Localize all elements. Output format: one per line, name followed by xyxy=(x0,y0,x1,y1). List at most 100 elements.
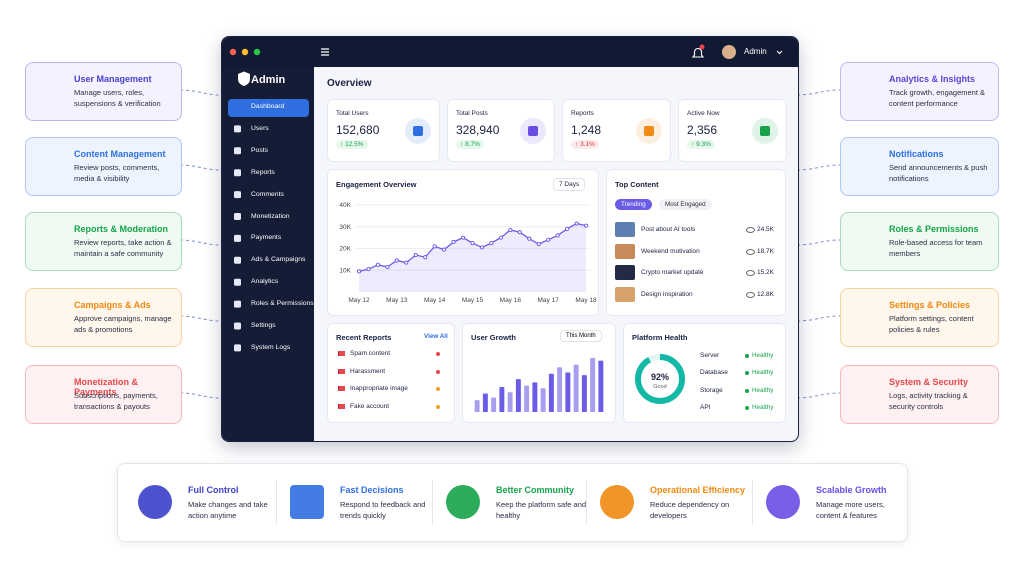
x-tick-label: May 17 xyxy=(538,297,560,304)
eye-icon xyxy=(746,291,755,298)
nav-item[interactable]: Analytics xyxy=(251,278,279,286)
avatar xyxy=(722,45,736,59)
change-value: 9.3% xyxy=(696,141,711,148)
growth-title: User Growth xyxy=(471,333,517,342)
range-select[interactable]: 7 Days xyxy=(553,178,586,191)
tab[interactable]: Most Engaged xyxy=(659,199,712,210)
benefit-title: Better Community xyxy=(496,485,575,495)
bar xyxy=(590,358,596,412)
feature-card: Content Management Review posts, comments… xyxy=(25,137,182,196)
thumbnail xyxy=(615,222,635,237)
x-tick-label: May 13 xyxy=(386,297,408,304)
nav-item[interactable]: Payments xyxy=(251,234,282,242)
nav-icon xyxy=(234,169,241,177)
benefit-icon xyxy=(446,485,480,519)
range-select[interactable]: This Month xyxy=(560,330,602,342)
content-name: Weekend motivation xyxy=(641,247,700,255)
content-name: Crypto market update xyxy=(641,269,704,276)
connector xyxy=(796,164,841,171)
feature-desc: Platform settings, content policies & ru… xyxy=(889,314,974,334)
status: Healthy xyxy=(752,369,774,377)
bar xyxy=(565,372,571,412)
point xyxy=(555,233,560,238)
thumbnail xyxy=(615,243,635,259)
severity-dot xyxy=(436,352,440,356)
feature-title: Analytics & Insights xyxy=(889,74,976,84)
service-name: API xyxy=(700,403,711,411)
connector xyxy=(796,239,841,246)
area xyxy=(359,223,586,292)
severity-dot xyxy=(436,387,440,392)
feature-desc: Review reports, take action & maintain a… xyxy=(74,238,172,258)
stat-icon-glyph xyxy=(528,126,538,136)
change-arrow: ↑ xyxy=(460,141,466,148)
bell-badge xyxy=(699,44,705,50)
y-tick-label: 30K xyxy=(339,224,351,231)
feature-card: Settings & Policies Platform settings, co… xyxy=(840,288,999,347)
connector xyxy=(796,392,841,399)
service-name: Server xyxy=(700,352,720,359)
nav-icon xyxy=(234,213,241,220)
top-content-card: Top Content Trending Most Engaged Post abou… xyxy=(606,169,786,316)
nav-item[interactable]: Settings xyxy=(251,322,276,329)
nav-item[interactable]: Reports xyxy=(251,168,275,176)
nav-item[interactable]: Users xyxy=(251,124,269,132)
stat-change: ↑ 12.5% xyxy=(336,140,368,149)
x-tick-label: May 14 xyxy=(424,297,446,304)
separator xyxy=(586,480,587,525)
health-donut: 92% Good xyxy=(635,354,685,404)
benefit-title: Scalable Growth xyxy=(816,485,887,495)
tab-active[interactable]: Trending xyxy=(615,199,652,210)
eye-icon xyxy=(746,270,755,276)
point xyxy=(423,255,428,260)
thumbnail xyxy=(615,286,635,302)
nav-item[interactable]: System Logs xyxy=(251,343,291,351)
severity-dot xyxy=(436,369,440,374)
window-dot xyxy=(229,48,237,56)
nav-icon xyxy=(234,278,241,286)
window-dot xyxy=(241,48,249,56)
window-graphics xyxy=(229,44,783,352)
change-arrow: ↑ xyxy=(340,141,346,148)
point xyxy=(546,237,551,242)
nav-item[interactable]: Comments xyxy=(251,190,284,198)
connector xyxy=(179,392,222,399)
stat-icon xyxy=(752,118,778,144)
bar xyxy=(540,388,546,412)
point xyxy=(489,241,494,246)
benefits-strip: Full Control Make changes and take action… xyxy=(117,463,908,542)
growth-chart xyxy=(474,358,604,412)
stat-value: 2,356 xyxy=(687,123,718,137)
flag xyxy=(338,368,345,374)
engagement-title: Engagement Overview xyxy=(336,180,417,189)
connector xyxy=(796,89,841,96)
connector xyxy=(179,315,222,322)
nav-item[interactable]: Posts xyxy=(251,146,268,154)
bar xyxy=(524,385,530,412)
stat-icon-glyph xyxy=(413,126,423,136)
point xyxy=(479,245,485,250)
service-name: Database xyxy=(700,369,728,377)
status: Healthy xyxy=(752,352,774,359)
status: Healthy xyxy=(752,386,774,394)
change-arrow: ↑ xyxy=(691,141,697,148)
nav-icon xyxy=(234,300,241,308)
nav-item[interactable]: Dashboard xyxy=(251,103,285,110)
view-all[interactable]: View All xyxy=(424,333,448,340)
nav-item[interactable]: Roles & Permissions xyxy=(251,300,314,308)
stat-icon-glyph xyxy=(760,126,770,136)
bar xyxy=(507,392,513,412)
feature-card: Notifications Send announcements & push n… xyxy=(840,137,999,196)
status-dot xyxy=(745,388,749,393)
bar xyxy=(482,393,488,412)
y-tick-label: 10K xyxy=(339,267,351,274)
eye-icon xyxy=(746,248,755,255)
feature-desc: Role-based access for team members xyxy=(889,238,983,258)
donut-label: 92% xyxy=(651,372,669,382)
feature-card: Roles & Permissions Role-based access for… xyxy=(840,212,999,271)
nav-item[interactable]: Monetization xyxy=(251,212,290,220)
health-card: Platform Health 92% Good Server Healthy Datab… xyxy=(623,323,786,423)
benefit-desc: Manage more users, content & features xyxy=(816,500,885,520)
x-tick-label: May 18 xyxy=(575,297,597,304)
nav-item[interactable]: Ads & Campaigns xyxy=(251,256,306,264)
